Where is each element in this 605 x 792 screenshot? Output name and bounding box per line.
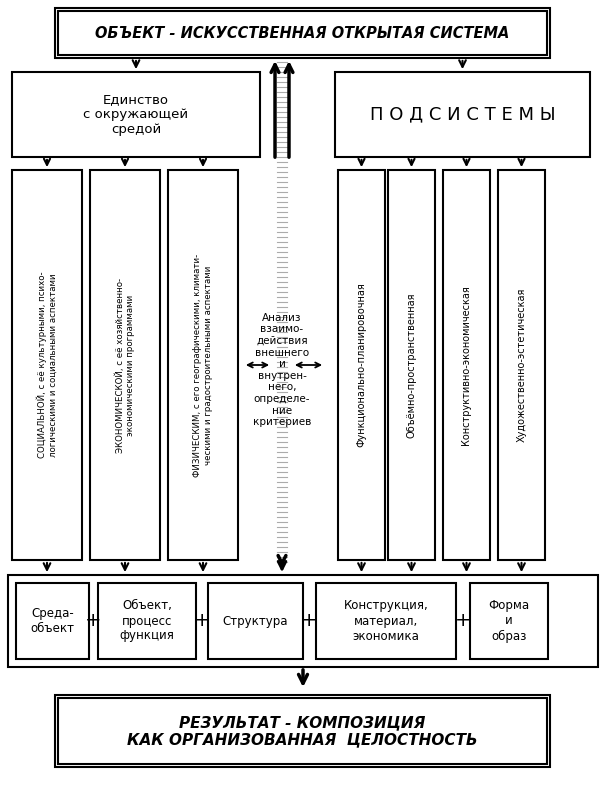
Text: +: + xyxy=(194,611,211,630)
Text: ЭКОНОМИЧЕСКОЙ, с её хозяйственно-
экономическими программами: ЭКОНОМИЧЕСКОЙ, с её хозяйственно- эконом… xyxy=(115,277,135,452)
Bar xyxy=(498,170,545,560)
Text: ФИЗИЧЕСКИМ, с его географическими, климати-
ческими и градостроительными аспекта: ФИЗИЧЕСКИМ, с его географическими, клима… xyxy=(194,253,213,477)
Bar xyxy=(58,698,547,764)
Text: Конструкция,
материал,
экономика: Конструкция, материал, экономика xyxy=(344,600,428,642)
Bar xyxy=(55,8,550,58)
Text: П О Д С И С Т Е М Ы: П О Д С И С Т Е М Ы xyxy=(370,105,555,124)
Text: РЕЗУЛЬТАТ - КОМПОЗИЦИЯ
КАК ОРГАНИЗОВАННАЯ  ЦЕЛОСТНОСТЬ: РЕЗУЛЬТАТ - КОМПОЗИЦИЯ КАК ОРГАНИЗОВАННА… xyxy=(127,715,478,747)
Text: Форма
и
образ: Форма и образ xyxy=(488,600,529,642)
Text: ОБЪЕКТ - ИСКУССТВЕННАЯ ОТКРЫТАЯ СИСТЕМА: ОБЪЕКТ - ИСКУССТВЕННАЯ ОТКРЫТАЯ СИСТЕМА xyxy=(96,25,509,40)
Bar xyxy=(90,170,160,560)
Text: Структура: Структура xyxy=(223,615,288,627)
Bar xyxy=(98,583,196,659)
Bar xyxy=(16,583,89,659)
Bar xyxy=(470,583,548,659)
Bar xyxy=(388,170,435,560)
Text: Конструктивно-экономическая: Конструктивно-экономическая xyxy=(462,285,471,445)
Bar xyxy=(55,695,550,767)
Text: Единство
с окружающей
средой: Единство с окружающей средой xyxy=(83,93,189,136)
Text: Среда-
объект: Среда- объект xyxy=(30,607,74,635)
Text: +: + xyxy=(455,611,471,630)
Text: СОЦИАЛЬНОЙ, с её культурными, психо-
логическими и социальными аспектами: СОЦИАЛЬНОЙ, с её культурными, психо- лог… xyxy=(36,272,57,459)
Bar xyxy=(338,170,385,560)
Bar xyxy=(168,170,238,560)
Text: Объект,
процесс
функция: Объект, процесс функция xyxy=(120,600,174,642)
Text: Анализ
взаимо-
действия
внешнего
и
внутрен-
него,
определе-
ние
критериев: Анализ взаимо- действия внешнего и внутр… xyxy=(253,313,311,427)
Bar xyxy=(12,170,82,560)
Bar xyxy=(58,11,547,55)
Text: +: + xyxy=(301,611,318,630)
Bar xyxy=(316,583,456,659)
Bar xyxy=(335,72,590,157)
Text: Художественно-эстетическая: Художественно-эстетическая xyxy=(517,287,526,442)
Bar xyxy=(12,72,260,157)
Bar xyxy=(443,170,490,560)
Bar xyxy=(208,583,303,659)
Bar xyxy=(8,575,598,667)
Text: Функционально-планировочная: Функционально-планировочная xyxy=(356,283,367,447)
Text: +: + xyxy=(85,611,102,630)
Text: Объёмно-пространственная: Объёмно-пространственная xyxy=(407,292,416,438)
